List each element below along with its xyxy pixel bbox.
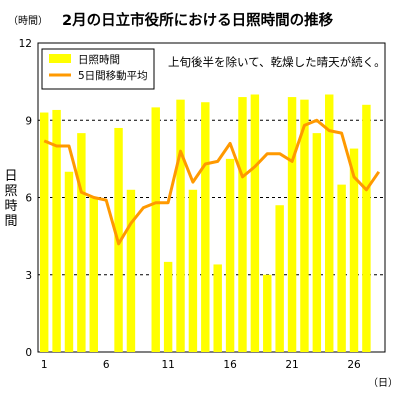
bar [151,107,160,352]
bar [52,109,61,352]
bar [188,189,198,352]
bar [77,133,86,352]
x-tick-label: 11 [161,359,174,371]
y-tick-label: 12 [19,38,32,50]
bar [89,197,98,352]
x-tick-label: 26 [347,359,361,371]
y-axis-label-char: 照 [4,184,17,199]
y-axis-label-char: 間 [4,214,17,229]
bar [312,133,322,352]
bar [238,97,247,352]
bar [349,148,359,352]
bar-series [39,94,371,353]
x-tick-label: 21 [285,359,298,371]
bar [275,205,284,352]
bar [126,189,136,352]
y-unit-label: （時間） [8,15,48,27]
bar [201,102,210,352]
moving-average-line [43,118,381,246]
annotation: 上旬後半を除いて、乾燥した晴天が続く。 [168,55,386,69]
bar [300,99,309,353]
legend-label-line: 5日間移動平均 [78,69,148,82]
x-unit-label: （日） [368,377,398,389]
y-tick-label: 0 [25,347,32,359]
bar [213,264,222,352]
legend-label-bar: 日照時間 [78,54,120,66]
bar [225,158,235,352]
y-axis-label-char: 時 [4,199,17,214]
bar [176,99,185,353]
bar [325,94,334,352]
chart-title: 2月の日立市役所における日照時間の推移 [62,11,334,29]
bar [263,274,272,352]
bar [163,261,173,352]
x-tick-label: 16 [223,359,237,371]
x-tick-label: 1 [41,359,48,371]
y-tick-label: 6 [25,193,32,205]
y-tick-labels: 0 3 6 9 12 [19,38,33,359]
bar [250,94,260,352]
bar [287,97,297,352]
line-series [43,118,381,246]
y-axis-label: 日照時間 [4,169,17,229]
y-tick-label: 3 [25,270,32,282]
bar [39,112,49,353]
bar [64,171,74,352]
x-tick-labels: 1 6 11 16 21 26 [41,359,361,371]
y-axis-label-char: 日 [4,169,17,184]
y-tick-label: 9 [25,115,32,127]
bar [337,184,346,352]
bar [362,104,371,352]
x-tick-label: 6 [103,359,110,371]
legend-swatch-bar [49,54,71,63]
